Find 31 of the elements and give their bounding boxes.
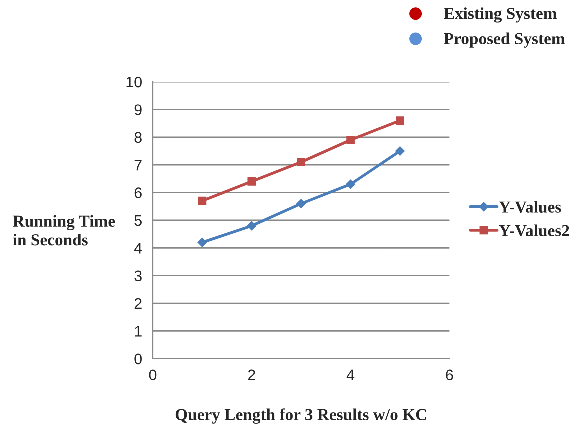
point xyxy=(395,146,406,156)
y-tick-label: 7 xyxy=(134,160,142,171)
point xyxy=(346,180,356,190)
text: Proposed System xyxy=(444,32,566,48)
point xyxy=(296,198,306,209)
y-tick-label: 10 xyxy=(126,76,142,88)
y-tick-label: 5 xyxy=(134,215,142,226)
legend-label: Y-Values2 xyxy=(499,224,570,237)
x-tick-label: 6 xyxy=(446,370,454,381)
y-tick-label: 8 xyxy=(134,132,142,144)
point xyxy=(346,136,355,144)
y-tick-label: 4 xyxy=(134,243,142,254)
x-tick-label: 0 xyxy=(149,370,157,381)
y-axis-title: Running Time in Seconds xyxy=(13,215,116,246)
point xyxy=(198,238,208,248)
point xyxy=(396,116,404,125)
y-tick-label: 3 xyxy=(134,270,142,282)
y-tick-label: 2 xyxy=(134,298,142,310)
y-tick-label: 1 xyxy=(135,326,142,337)
x-tick-label: 4 xyxy=(346,370,355,380)
point xyxy=(248,178,256,186)
text: Existing System xyxy=(444,8,557,23)
y-tick-label: 6 xyxy=(134,188,142,198)
point xyxy=(198,196,207,206)
y-tick-label: 9 xyxy=(134,104,142,116)
point xyxy=(246,221,257,231)
y-tick-label: 0 xyxy=(134,354,142,365)
legend-label: Y-Values xyxy=(499,201,562,214)
x-tick-label: 2 xyxy=(248,370,256,380)
point xyxy=(297,158,306,166)
x-axis-title: Query Length for 3 Results w/o KC xyxy=(176,408,426,424)
